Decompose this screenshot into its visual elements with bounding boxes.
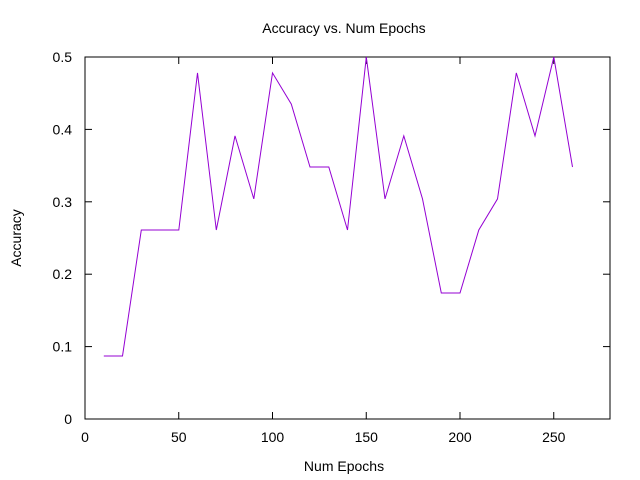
data-point [497,198,498,199]
x-tick-label: 100 [261,429,285,445]
data-point [122,355,123,356]
data-point [216,229,217,230]
data-point [309,166,310,167]
x-tick-label: 200 [448,429,472,445]
data-point [516,72,517,73]
x-tick-label: 0 [81,429,89,445]
data-point [234,135,235,136]
data-point [366,56,367,57]
x-tick-label: 250 [542,429,566,445]
y-tick-label: 0.1 [53,339,73,355]
data-point [291,103,292,104]
data-point [159,229,160,230]
x-axis-label: Num Epochs [304,458,384,474]
data-point [403,135,404,136]
y-tick-label: 0.2 [53,266,73,282]
data-point [572,166,573,167]
data-point [534,135,535,136]
x-tick-label: 150 [355,429,379,445]
data-point [422,198,423,199]
plot-frame [84,56,611,420]
y-axis-label: Accuracy [8,209,24,267]
data-point [197,72,198,73]
data-point [553,56,554,57]
data-point [141,229,142,230]
data-point [459,292,460,293]
y-tick-label: 0 [64,411,72,427]
data-point [384,198,385,199]
data-point [272,72,273,73]
x-tick-label: 50 [171,429,187,445]
data-point [328,166,329,167]
chart-title: Accuracy vs. Num Epochs [262,20,425,36]
plot-area: 0 50 100 150 200 250 0 0.1 0.2 0.3 0.4 0.5 [53,49,611,445]
data-point [253,198,254,199]
y-tick-label: 0.4 [53,121,73,137]
data-point [441,292,442,293]
y-tick-label: 0.3 [53,194,73,210]
data-point [478,229,479,230]
data-point [347,229,348,230]
data-point [178,229,179,230]
data-point [103,355,104,356]
y-tick-label: 0.5 [53,49,73,65]
accuracy-series-line [103,56,573,357]
